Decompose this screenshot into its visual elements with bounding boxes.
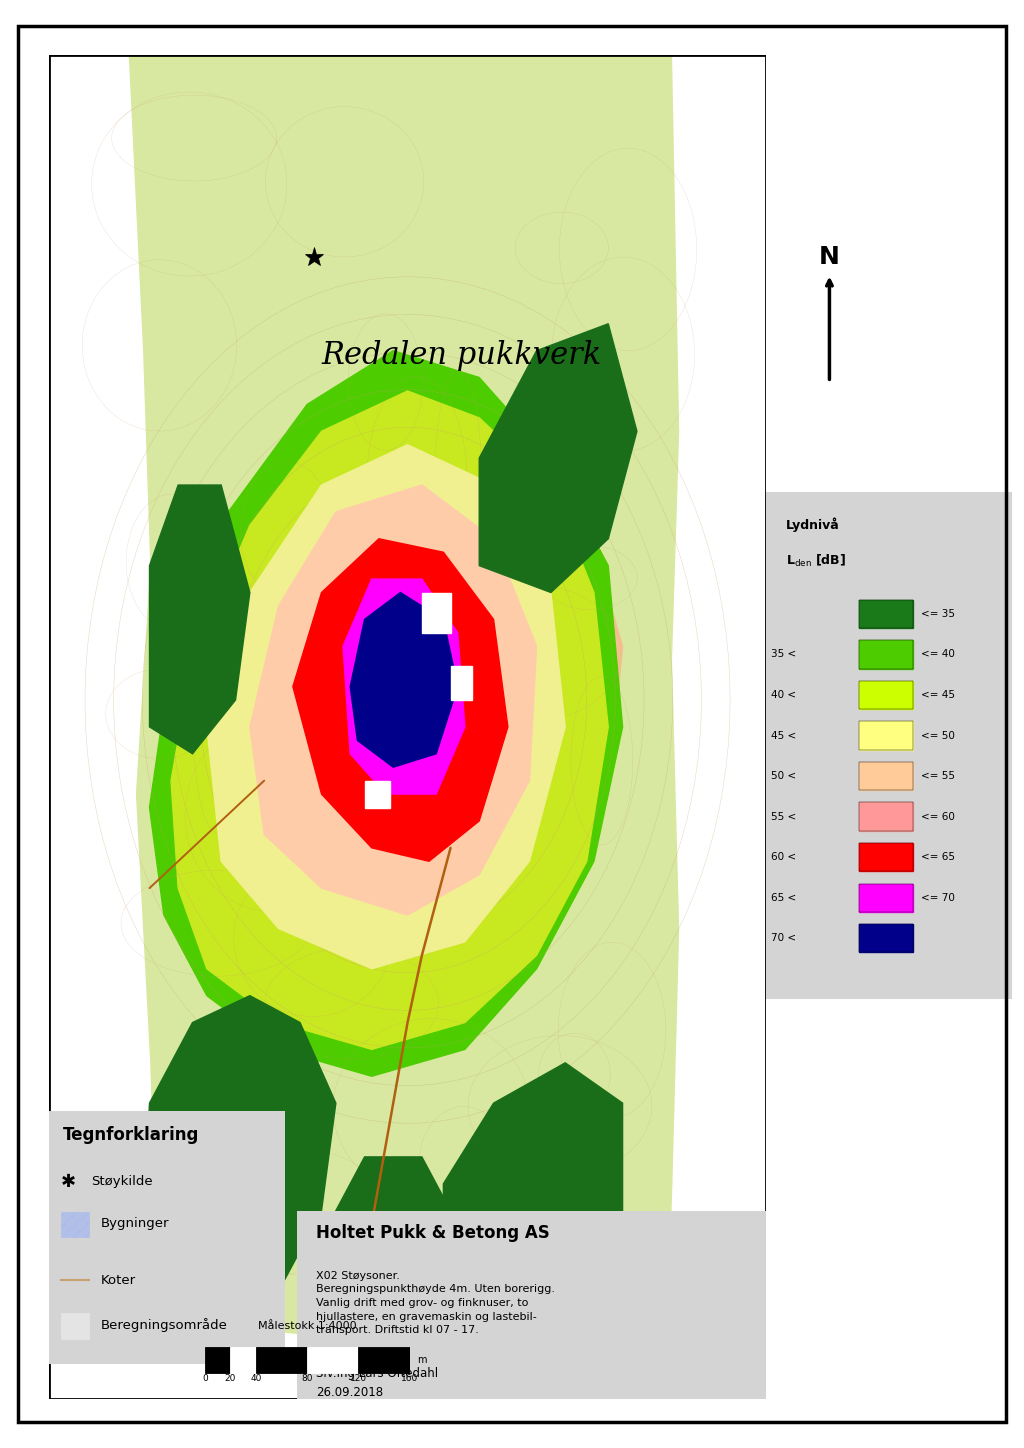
Text: m: m (418, 1355, 427, 1364)
Text: <= 40: <= 40 (921, 650, 954, 659)
Text: Siv.ing Lars Oftedahl: Siv.ing Lars Oftedahl (315, 1367, 438, 1380)
Bar (205, 1347, 230, 1373)
Text: Redalen pukkverk: Redalen pukkverk (322, 340, 602, 371)
Text: Lydnivå: Lydnivå (785, 518, 840, 533)
Polygon shape (443, 1063, 623, 1318)
Bar (859, 762, 913, 791)
Bar (451, 666, 472, 699)
Text: 120: 120 (350, 1374, 367, 1383)
Bar (358, 1347, 410, 1373)
Polygon shape (171, 391, 608, 1050)
Polygon shape (479, 324, 637, 592)
Bar (859, 843, 913, 872)
Bar (307, 1347, 358, 1373)
Bar (859, 762, 913, 791)
Text: Koter: Koter (101, 1274, 136, 1287)
Polygon shape (49, 55, 157, 1399)
Polygon shape (322, 1157, 465, 1332)
Text: X02 Støysoner.
Beregningspunkthøyde 4m. Uten borerigg.
Vanlig drift med grov- og: X02 Støysoner. Beregningspunkthøyde 4m. … (315, 1271, 555, 1335)
Bar (859, 802, 913, 831)
Bar (859, 924, 913, 953)
Polygon shape (666, 55, 766, 1399)
Text: L$_\mathrm{den}$ [dB]: L$_\mathrm{den}$ [dB] (785, 553, 846, 569)
Bar (859, 640, 913, 669)
Bar (230, 1347, 256, 1373)
Bar (859, 640, 913, 669)
Polygon shape (142, 1332, 666, 1399)
Bar (859, 681, 913, 710)
Text: 40: 40 (250, 1374, 262, 1383)
Text: N: N (819, 245, 840, 269)
Text: ✱: ✱ (60, 1173, 76, 1190)
Text: 20: 20 (224, 1374, 237, 1383)
Polygon shape (142, 996, 336, 1332)
Bar (859, 924, 913, 953)
Bar (365, 780, 389, 808)
Text: Målestokk 1:4000: Målestokk 1:4000 (258, 1321, 356, 1331)
Text: 60 <: 60 < (771, 853, 796, 862)
Text: 35 <: 35 < (771, 650, 796, 659)
Bar (859, 721, 913, 750)
Bar (61, 1212, 89, 1237)
Bar (61, 1313, 89, 1338)
Polygon shape (150, 485, 250, 754)
Text: Tegnforklaring: Tegnforklaring (63, 1127, 200, 1144)
Text: <= 70: <= 70 (921, 893, 954, 902)
Text: <= 55: <= 55 (921, 772, 954, 780)
Bar (256, 1347, 307, 1373)
Bar (859, 883, 913, 912)
Bar (859, 721, 913, 750)
Polygon shape (178, 378, 623, 1035)
Polygon shape (350, 592, 458, 767)
Bar (859, 883, 913, 912)
Text: <= 65: <= 65 (921, 853, 954, 862)
Polygon shape (293, 539, 508, 862)
Text: 80: 80 (301, 1374, 313, 1383)
Text: 26.09.2018: 26.09.2018 (315, 1386, 383, 1399)
Text: <= 60: <= 60 (921, 812, 954, 821)
Polygon shape (207, 445, 565, 969)
Text: Støykilde: Støykilde (91, 1176, 154, 1187)
Polygon shape (343, 579, 465, 794)
Polygon shape (150, 350, 623, 1076)
Bar (859, 681, 913, 710)
Text: <= 35: <= 35 (921, 610, 954, 618)
Text: 0: 0 (202, 1374, 208, 1383)
Bar (422, 592, 451, 633)
Bar (859, 802, 913, 831)
Text: <= 45: <= 45 (921, 691, 954, 699)
Text: 45 <: 45 < (771, 731, 796, 740)
Text: 40 <: 40 < (771, 691, 796, 699)
Text: 65 <: 65 < (771, 893, 796, 902)
Text: <= 50: <= 50 (921, 731, 954, 740)
Polygon shape (250, 485, 537, 915)
Bar (859, 599, 913, 628)
Text: 160: 160 (401, 1374, 418, 1383)
Bar (859, 843, 913, 872)
Text: Beregningsområde: Beregningsområde (101, 1318, 228, 1332)
Text: 50 <: 50 < (771, 772, 796, 780)
Text: 70 <: 70 < (771, 934, 796, 943)
Bar (859, 599, 913, 628)
Text: 55 <: 55 < (771, 812, 796, 821)
Text: Borgerud: Borgerud (379, 1315, 436, 1328)
Text: Holtet Pukk & Betong AS: Holtet Pukk & Betong AS (315, 1224, 550, 1242)
Text: Bygninger: Bygninger (101, 1216, 169, 1229)
